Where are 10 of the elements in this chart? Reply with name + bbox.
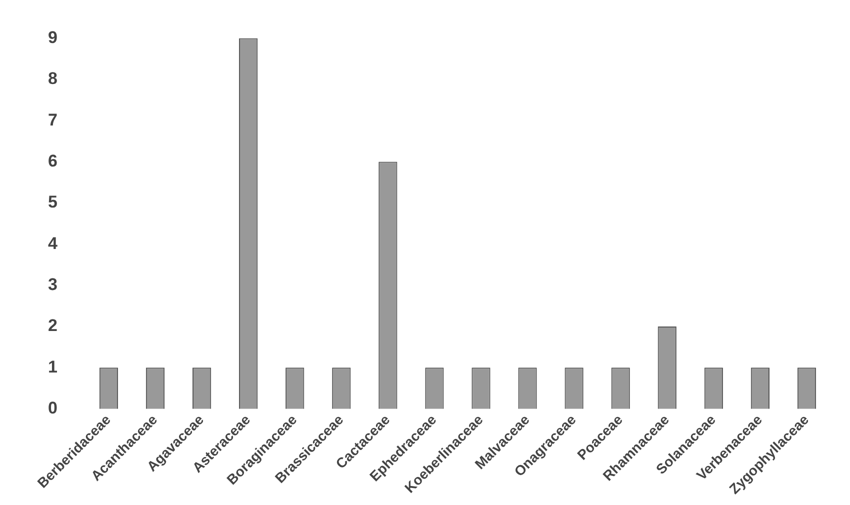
- y-tick-label: 3: [48, 274, 58, 294]
- y-tick-label: 8: [48, 69, 58, 88]
- y-tick-label: 7: [48, 110, 58, 130]
- y-tick-label: 5: [48, 192, 58, 212]
- y-tick-label: 4: [48, 234, 58, 253]
- y-tick-label: 2: [48, 316, 58, 336]
- y-tick-label: 1: [48, 357, 58, 376]
- y-tick-label: 6: [48, 151, 58, 170]
- y-tick-label: 9: [48, 28, 58, 47]
- y-tick-label: 0: [48, 398, 58, 418]
